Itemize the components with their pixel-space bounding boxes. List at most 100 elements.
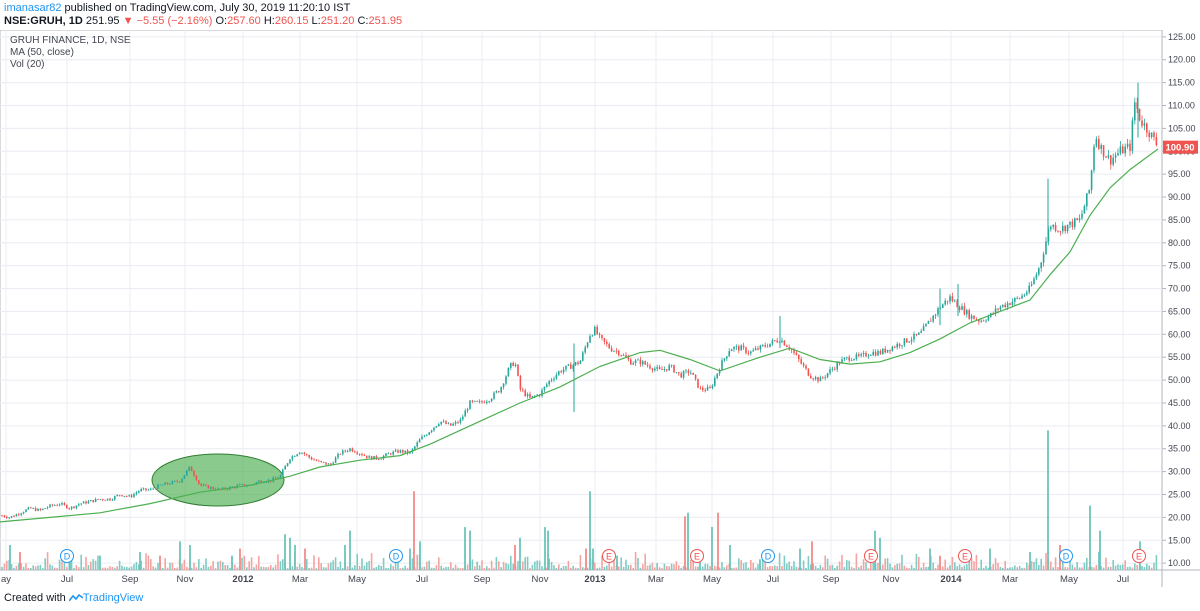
candle-body [800, 359, 802, 364]
earnings-marker[interactable]: E [958, 549, 972, 563]
candle-body [591, 335, 594, 337]
candle-body [493, 392, 495, 399]
volume-bar [958, 564, 961, 570]
candle-body [325, 462, 327, 465]
volume-bar [378, 565, 380, 570]
volume-bar [327, 563, 330, 570]
earnings-marker[interactable]: E [690, 549, 704, 563]
consolidation-ellipse[interactable] [151, 453, 285, 507]
candle-body [1045, 241, 1047, 255]
tradingview-brand[interactable]: TradingView [82, 592, 144, 604]
y-tick-label: 20.00 [1168, 512, 1191, 522]
x-tick-label: Mar [292, 574, 308, 585]
candle-body [241, 484, 243, 485]
volume-bar [1150, 567, 1153, 570]
dividend-marker[interactable]: D [60, 549, 74, 563]
candle-body [805, 365, 807, 369]
volume-bar [793, 561, 795, 570]
candle-body [205, 484, 207, 486]
candle-body [258, 480, 260, 483]
candle-body [1069, 221, 1071, 225]
volume-bar [90, 561, 92, 570]
volume-bar [666, 565, 668, 570]
volume-bar-high [419, 541, 421, 570]
price-chart[interactable]: 10.00 15.00 20.00 25.00 30.00 35.00 40.00 45.00… [0, 29, 1200, 587]
volume-bar-high [349, 530, 351, 570]
created-with-label: Created with [4, 592, 66, 604]
candle-body [454, 421, 457, 424]
volume-bar [447, 566, 450, 570]
candle-body [82, 501, 85, 504]
y-tick-label: 45.00 [1168, 398, 1191, 408]
volume-bar [946, 567, 949, 570]
candle-body [126, 496, 128, 497]
volume-bar-high [189, 544, 191, 570]
earnings-marker[interactable]: E [602, 549, 616, 563]
candle-body [529, 393, 531, 398]
event-label: E [1136, 552, 1142, 562]
dividend-marker[interactable]: D [389, 549, 403, 563]
candle-body [344, 450, 346, 452]
volume-bar [783, 555, 786, 570]
candle-body [466, 409, 469, 411]
candle-body [8, 517, 10, 519]
candle-body [1023, 294, 1026, 296]
volume-bar [613, 558, 615, 570]
candle-body [286, 463, 289, 467]
earnings-marker[interactable]: E [1132, 549, 1146, 563]
volume-bar-high [519, 537, 521, 570]
volume-bar [526, 556, 529, 570]
candle-body [63, 503, 66, 505]
candle-body [37, 508, 39, 511]
volume-bar-high [99, 555, 101, 570]
candle-body [202, 484, 205, 486]
volume-bar [1119, 565, 1122, 570]
volume-bar [368, 560, 370, 570]
candle-body [313, 459, 315, 461]
grid-lines [0, 30, 1162, 570]
volume-bar [524, 557, 526, 570]
x-tick-label: May [348, 574, 366, 585]
volume-bar-high [304, 548, 306, 570]
candle-body [10, 516, 13, 518]
y-tick-label: 55.00 [1168, 352, 1191, 362]
candle-body [594, 326, 596, 336]
volume-bar [1146, 563, 1148, 570]
volume-bar [342, 568, 344, 570]
volume-bar [1122, 564, 1124, 570]
volume-bar [354, 565, 356, 570]
earnings-marker[interactable]: E [864, 549, 878, 563]
volume-bar [488, 568, 490, 570]
volume-bar [109, 566, 111, 570]
candle-body [1, 515, 3, 517]
chart-area[interactable]: 10.00 15.00 20.00 25.00 30.00 35.00 40.00 45.00… [0, 29, 1200, 587]
volume-bar [80, 554, 82, 570]
dividend-marker[interactable]: D [761, 549, 775, 563]
y-tick-label: 25.00 [1168, 489, 1191, 499]
candle-body [735, 346, 738, 347]
candle-body [104, 499, 106, 501]
volume-bar [562, 566, 565, 570]
candle-body [426, 434, 428, 436]
volume-bar [1086, 557, 1088, 570]
candle-body [243, 484, 246, 487]
event-label: D [393, 552, 400, 562]
author-link[interactable]: imanasar82 [4, 2, 62, 14]
volume-bar [896, 563, 898, 570]
x-tick-label: Mar [648, 574, 664, 585]
volume-bar [932, 562, 934, 570]
volume-bar [975, 554, 978, 570]
volume-bar [778, 552, 781, 570]
candle-body [346, 451, 349, 452]
candle-body [75, 505, 78, 508]
event-circle [1132, 549, 1146, 563]
dividend-marker[interactable]: D [1059, 549, 1073, 563]
volume-bar [1071, 564, 1074, 570]
candle-body [522, 389, 524, 391]
volume-bar [877, 562, 879, 570]
candle-body [1129, 143, 1131, 151]
candle-body [370, 456, 373, 460]
volume-bar [176, 567, 178, 570]
candle-body [142, 488, 145, 490]
volume-bar [315, 568, 318, 570]
